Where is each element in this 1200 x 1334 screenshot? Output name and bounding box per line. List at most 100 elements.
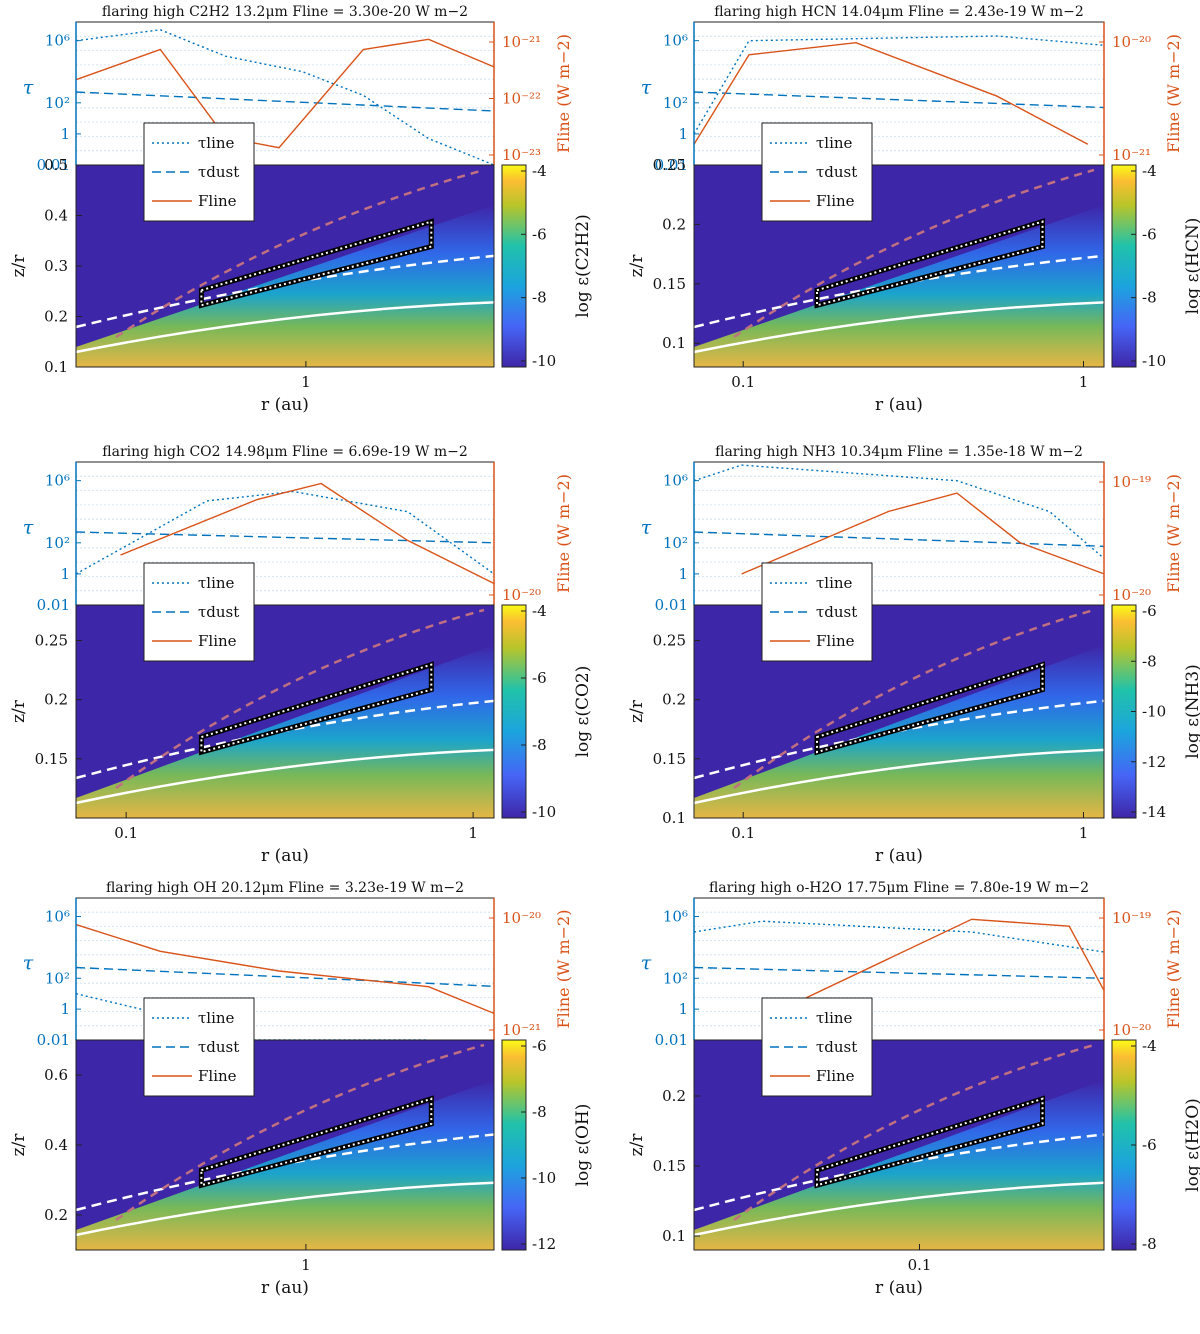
tau-line-series	[75, 29, 495, 166]
legend-box	[143, 562, 255, 662]
y-axis-label: z/r	[9, 1133, 29, 1157]
chart-panel-5: flaring high o-H2O 17.75μm Fline = 7.80e…	[627, 880, 1200, 1298]
legend-tau-line-label: τline	[816, 134, 853, 152]
legend-f-line-label: Fline	[198, 632, 237, 650]
y-tick-label: 0.2	[662, 691, 686, 709]
tau-tick-label: 10⁶	[663, 32, 688, 50]
colormap-frame	[693, 164, 1105, 368]
flux-line-series	[75, 923, 495, 1015]
tau-dust-series	[693, 531, 1105, 547]
dust-surface-curve	[75, 301, 495, 354]
legend-box	[143, 122, 255, 222]
legend-tau-line-label: τline	[198, 574, 235, 592]
colorbar-tick-label: -8	[532, 736, 547, 754]
dust-surface-curve	[693, 1181, 1105, 1237]
y-tick-label: 0.15	[653, 750, 686, 768]
tau-tick-label: 10²	[45, 534, 70, 552]
colorbar-tick-label: -6	[532, 225, 547, 243]
chart-title: flaring high HCN 14.04μm Fline = 2.43e-1…	[714, 4, 1084, 20]
flux-axis-label: Fline (W m−2)	[554, 474, 573, 593]
emitting-region-outline	[198, 218, 434, 309]
colorbar	[1111, 164, 1137, 368]
x-tick-label: 1	[301, 1256, 311, 1274]
y-tick-label: 0.2	[44, 1206, 68, 1224]
colorbar-tick-label: -8	[1142, 652, 1157, 670]
colorbar-tick-label: -6	[1142, 225, 1157, 243]
chart-panel-3: flaring high NH3 10.34μm Fline = 1.35e-1…	[627, 444, 1200, 866]
temperature-contour	[733, 168, 1095, 339]
legend-tau-dust-label: τdust	[198, 163, 239, 181]
x-axis-label: r (au)	[261, 1278, 309, 1298]
colorbar-tick-label: -6	[1142, 1136, 1157, 1154]
flux-line-series	[741, 492, 1105, 575]
temperature-contour	[115, 168, 485, 339]
flux-line-series	[120, 482, 495, 585]
legend-tau-dust-label: τdust	[816, 603, 857, 621]
flux-axis-label: Fline (W m−2)	[1164, 910, 1183, 1029]
tau-tick-label: 1	[678, 125, 688, 143]
flux-tick-label: 10⁻¹⁹	[1112, 473, 1151, 491]
legend-tau-line-label: τline	[198, 134, 235, 152]
tau-dust-series	[693, 966, 1105, 979]
tau-axis-label: τ	[23, 517, 34, 539]
x-axis-label: r (au)	[875, 1278, 923, 1298]
tau-axis-label: τ	[641, 517, 652, 539]
dust-surface-curve	[75, 748, 495, 805]
y-tick-label: 0.4	[44, 1136, 68, 1154]
legend-tau-line-label: τline	[816, 1009, 853, 1027]
flux-tick-label: 10⁻¹⁹	[1112, 909, 1151, 927]
flux-axis-label: Fline (W m−2)	[1164, 34, 1183, 153]
emitting-region-dots	[200, 1097, 433, 1187]
flux-tick-label: 10⁻²⁰	[502, 909, 541, 927]
y-axis-label: z/r	[9, 699, 29, 723]
tau-line-series	[693, 35, 1105, 135]
legend-tau-dust-label: τdust	[816, 163, 857, 181]
colorbar-tick-label: -4	[532, 162, 547, 180]
colormap-frame	[75, 604, 495, 819]
colorbar-label: log ε(HCN)	[1183, 218, 1200, 315]
colorbar-tick-label: -6	[532, 1037, 547, 1055]
x-tick-label: 0.1	[908, 1256, 932, 1274]
flux-tick-label: 10⁻²⁰	[1112, 33, 1151, 51]
flux-axis-label: Fline (W m−2)	[1164, 474, 1183, 593]
emitting-region-dots	[816, 1097, 1044, 1187]
tau-tick-label: 10⁶	[663, 472, 688, 490]
y-tick-label: 0.1	[662, 334, 686, 352]
tau-dust-series	[693, 91, 1105, 109]
x-tick-label: 1	[468, 824, 478, 842]
y-tick-label: 0.1	[44, 358, 68, 376]
tau-tick-label: 0.01	[37, 156, 70, 174]
tau-tick-label: 10²	[45, 969, 70, 987]
x-tick-label: 0.1	[114, 824, 138, 842]
y-tick-label: 0.1	[662, 1227, 686, 1245]
tau-tick-label: 10⁶	[45, 472, 70, 490]
y-axis-label: z/r	[627, 254, 647, 278]
chart-panel-4: flaring high OH 20.12μm Fline = 3.23e-19…	[9, 880, 593, 1298]
x-axis-label: r (au)	[261, 846, 309, 866]
y-tick-label: 0.2	[44, 308, 68, 326]
colorbar-tick-label: -4	[532, 602, 547, 620]
colorbar-label: log ε(H2O)	[1183, 1098, 1200, 1192]
flux-tick-label: 10⁻²⁰	[502, 586, 541, 604]
x-axis-label: r (au)	[875, 846, 923, 866]
tau-tick-label: 0.01	[37, 596, 70, 614]
tau-tick-label: 10⁶	[45, 32, 70, 50]
y-tick-label: 0.15	[653, 275, 686, 293]
chart-title: flaring high NH3 10.34μm Fline = 1.35e-1…	[715, 444, 1083, 460]
colorbar-tick-label: -8	[532, 289, 547, 307]
dust-surface-curve	[693, 301, 1105, 354]
colorbar-tick-label: -14	[1142, 803, 1166, 821]
colorbar-tick-label: -12	[532, 1235, 556, 1253]
legend-tau-dust-label: τdust	[198, 603, 239, 621]
emitting-region-dots	[816, 220, 1044, 307]
dust-surface-curve	[693, 748, 1105, 805]
chart-panel-2: flaring high CO2 14.98μm Fline = 6.69e-1…	[9, 444, 593, 866]
flux-line-series	[761, 918, 1105, 1020]
colorbar-tick-label: -8	[1142, 289, 1157, 307]
legend-tau-dust-label: τdust	[198, 1038, 239, 1056]
tau-tick-label: 1	[678, 1000, 688, 1018]
legend-box	[143, 997, 255, 1097]
colorbar-tick-label: -10	[1142, 703, 1166, 721]
colorbar-tick-label: -12	[1142, 753, 1166, 771]
y-tick-label: 0.2	[662, 215, 686, 233]
